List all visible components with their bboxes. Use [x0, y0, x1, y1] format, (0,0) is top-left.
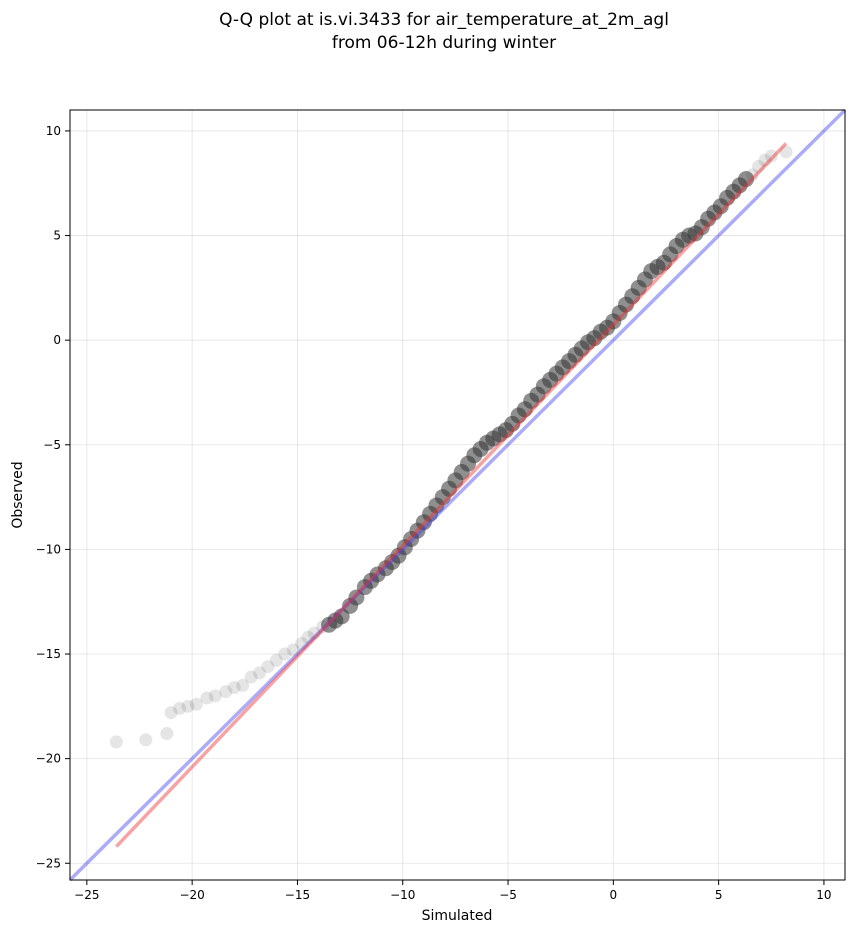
quantile-point — [173, 701, 187, 715]
quantile-point — [738, 171, 755, 188]
quantile-point — [307, 626, 321, 640]
reference-lines — [68, 108, 847, 882]
y-axis-label: Observed — [10, 461, 26, 528]
quantile-points — [109, 145, 793, 749]
y-tick-label: 10 — [46, 124, 61, 138]
fit-line — [115, 142, 788, 848]
identity-line — [68, 108, 847, 882]
quantile-point — [752, 159, 766, 173]
quantile-point — [181, 699, 195, 713]
x-axis-label: Simulated — [422, 908, 493, 924]
quantile-point — [301, 630, 315, 644]
quantile-point — [286, 643, 300, 657]
y-tick-label: −25 — [36, 856, 61, 870]
quantile-point — [278, 647, 292, 661]
quantile-point — [208, 689, 222, 703]
quantile-point — [109, 735, 123, 749]
quantile-point — [253, 666, 267, 680]
axis-ticks: −25 −20 −15 −10 −5 0 5 10 −25 −20 −15 −10 −5 0 5 10 — [36, 124, 832, 902]
plot-frame — [69, 109, 846, 881]
quantile-point — [745, 168, 759, 182]
x-tick-label: 0 — [610, 888, 618, 902]
x-tick-label: −25 — [74, 888, 99, 902]
y-tick-label: −5 — [43, 438, 61, 452]
x-tick-label: −15 — [285, 888, 310, 902]
x-tick-label: −5 — [499, 888, 517, 902]
quantile-point — [261, 660, 275, 674]
quantile-point — [227, 681, 241, 694]
grid-lines — [70, 110, 845, 880]
quantile-point — [244, 670, 258, 684]
y-tick-label: −10 — [36, 542, 61, 556]
x-tick-label: −20 — [179, 888, 204, 902]
quantile-point — [779, 145, 793, 159]
quantile-point — [236, 678, 250, 692]
chart-title-line-1: Q-Q plot at is.vi.3433 for air_temperatu… — [219, 10, 669, 30]
y-tick-label: 5 — [53, 229, 61, 243]
y-tick-label: −15 — [36, 647, 61, 661]
quantile-point — [160, 727, 174, 741]
quantile-point — [295, 637, 309, 651]
quantile-point — [758, 153, 772, 167]
x-tick-label: −10 — [390, 888, 415, 902]
quantile-point — [189, 697, 203, 711]
quantile-point — [764, 149, 778, 163]
quantile-point — [269, 653, 283, 667]
quantile-point — [164, 706, 178, 720]
quantile-point — [139, 733, 153, 747]
y-tick-label: −20 — [36, 752, 61, 766]
x-tick-label: 5 — [715, 888, 723, 902]
quantile-point — [200, 691, 214, 705]
chart-title-line-2: from 06-12h during winter — [332, 33, 556, 53]
x-tick-label: 10 — [816, 888, 831, 902]
plot-area: −25 −20 −15 −10 −5 0 5 10 −25 −20 −15 −10 −5 0 5 10 — [36, 108, 847, 902]
y-tick-label: 0 — [53, 333, 61, 347]
quantile-point — [219, 685, 233, 699]
